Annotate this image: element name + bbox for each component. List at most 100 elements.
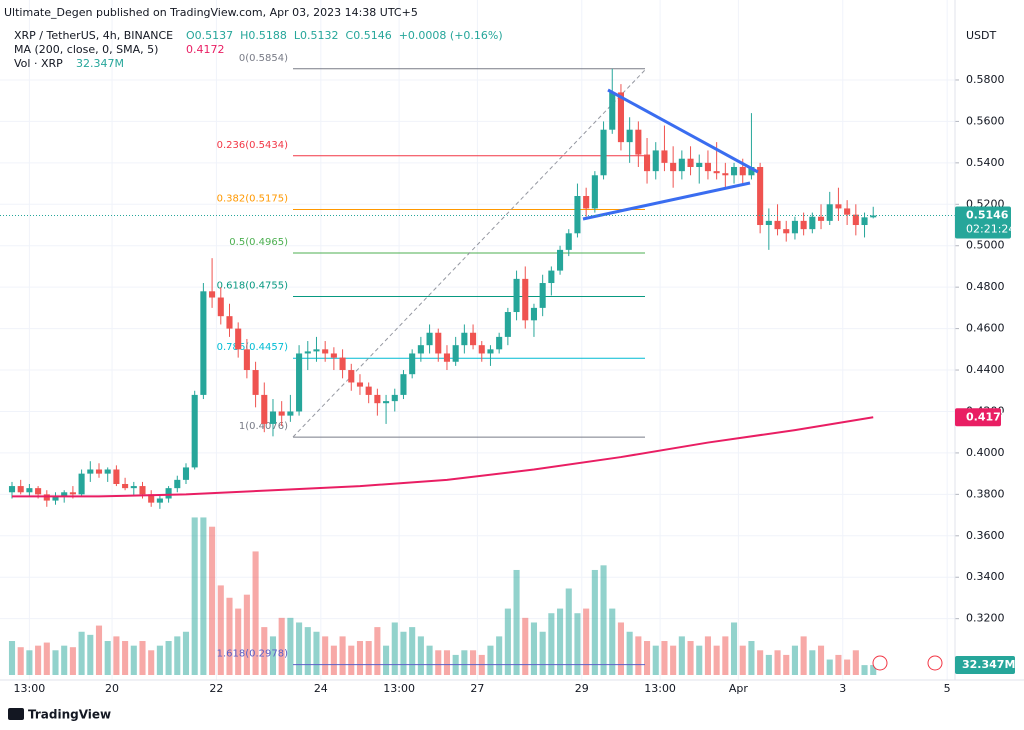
- candle-body: [61, 492, 68, 497]
- ohlc-value: +0.0008 (+0.16%): [399, 29, 503, 42]
- volume-bar: [296, 622, 303, 675]
- candle-body: [626, 129, 633, 143]
- volume-bar: [844, 659, 851, 675]
- candle-body: [635, 129, 642, 155]
- volume-bar: [191, 517, 198, 675]
- candle-body: [374, 394, 381, 404]
- ohlc-value: L0.5132: [294, 29, 339, 42]
- volume-bar: [696, 645, 703, 675]
- candle-body: [174, 479, 181, 489]
- ohlc-value: H0.5188: [240, 29, 287, 42]
- volume-bar: [391, 622, 398, 675]
- volume-bar: [496, 636, 503, 675]
- volume-bar: [69, 647, 76, 675]
- ma-line: [12, 416, 874, 498]
- x-tick-label: 27: [470, 682, 484, 695]
- candle-body: [609, 92, 616, 130]
- candle-body: [156, 498, 163, 503]
- candle-body: [513, 278, 520, 313]
- volume-bar: [704, 636, 711, 675]
- candle-body: [426, 332, 433, 346]
- ma-price: 0.4172: [966, 410, 1008, 423]
- fib-label: 0.618(0.4755): [217, 280, 289, 291]
- volume-value: 32.347M: [962, 658, 1015, 671]
- candle-body: [461, 332, 468, 346]
- x-tick-label: 22: [209, 682, 223, 695]
- candle-body: [704, 162, 711, 172]
- volume-bar: [243, 594, 250, 675]
- x-tick-label: 20: [105, 682, 119, 695]
- volume-badge: [955, 656, 1015, 675]
- x-tick-label: 3: [839, 682, 846, 695]
- volume-bar: [139, 641, 146, 675]
- candle-body: [739, 166, 746, 176]
- candle-body: [296, 353, 303, 412]
- candle-body: [191, 394, 198, 468]
- x-tick-label: 24: [314, 682, 328, 695]
- candle-body: [409, 353, 416, 375]
- candle-body: [69, 492, 76, 495]
- candle-body: [591, 175, 598, 209]
- volume-bar: [748, 641, 755, 675]
- candle-body: [496, 336, 503, 350]
- candles-layer: [8, 68, 877, 509]
- volume-bar: [8, 641, 16, 675]
- volume-bar: [583, 608, 590, 675]
- volume-bar: [26, 650, 33, 675]
- candle-body: [722, 173, 729, 176]
- volume-bar: [539, 631, 546, 675]
- candle-body: [356, 382, 364, 387]
- vol-legend: Vol · XRP: [14, 57, 63, 70]
- fib-label: 0.382(0.5175): [217, 193, 289, 204]
- event-icon: [927, 655, 943, 671]
- volume-bar: [861, 665, 868, 675]
- volume-bar: [513, 569, 520, 675]
- volume-bar: [209, 526, 216, 675]
- volume-bar: [426, 645, 433, 675]
- candle-body: [870, 215, 877, 218]
- x-tick-label: Apr: [729, 682, 749, 695]
- candle-body: [113, 469, 120, 484]
- volume-bar: [78, 631, 85, 675]
- volume-bar: [809, 650, 816, 675]
- candle-body: [35, 488, 42, 495]
- volume-bar: [200, 517, 207, 675]
- volume-bar: [565, 588, 572, 675]
- candle-body: [696, 162, 703, 167]
- volume-bar: [730, 622, 738, 675]
- event-icon: [872, 655, 888, 671]
- candle-body: [687, 158, 694, 167]
- candle-body: [269, 411, 277, 424]
- candle-body: [182, 467, 190, 480]
- volume-layer: [8, 517, 877, 675]
- candle-body: [504, 312, 511, 337]
- candle-body: [852, 214, 859, 226]
- y-tick-label: 0.5600: [966, 114, 1005, 127]
- candle-body: [383, 401, 390, 404]
- volume-bar: [122, 641, 129, 675]
- fib-label: 1.618(0.2978): [217, 649, 289, 660]
- candle-body: [252, 370, 259, 395]
- volume-bar: [226, 597, 233, 675]
- x-tick-label: 29: [575, 682, 589, 695]
- volume-bar: [644, 641, 651, 675]
- candle-body: [365, 386, 372, 395]
- ohlc-value: C0.5146: [346, 29, 392, 42]
- candle-body: [304, 351, 311, 354]
- volume-bar: [35, 645, 42, 675]
- volume-bar: [17, 647, 24, 675]
- candle-body: [200, 291, 207, 395]
- fib-label: 0.236(0.5434): [217, 140, 289, 151]
- volume-bar: [217, 585, 224, 675]
- candle-body: [130, 486, 137, 489]
- volume-bar: [374, 627, 381, 675]
- brand: TradingView: [28, 708, 111, 722]
- y-tick-label: 0.4800: [966, 280, 1005, 293]
- volume-bar: [774, 650, 781, 675]
- candle-body: [261, 394, 268, 424]
- volume-bar: [52, 650, 59, 675]
- candle-body: [26, 488, 33, 493]
- volume-bar: [661, 641, 668, 675]
